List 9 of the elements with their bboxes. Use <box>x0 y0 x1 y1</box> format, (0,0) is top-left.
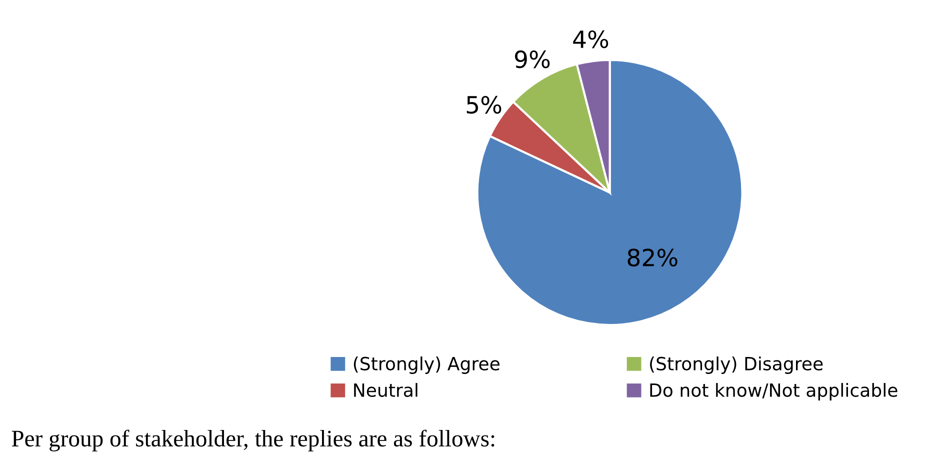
data-label: 82% <box>628 248 678 266</box>
data-label: 5% <box>466 96 502 114</box>
data-label: 4% <box>573 30 608 48</box>
legend-label: (Strongly) Disagree <box>650 356 823 374</box>
data-label: 9% <box>515 50 550 68</box>
legend-label: (Strongly) Agree <box>354 356 500 374</box>
text: Per group of stakeholder, the replies are as follows: <box>12 430 494 452</box>
legend-label: Neutral <box>354 382 418 397</box>
legend-label: Do not know/Not applicable <box>650 382 898 400</box>
